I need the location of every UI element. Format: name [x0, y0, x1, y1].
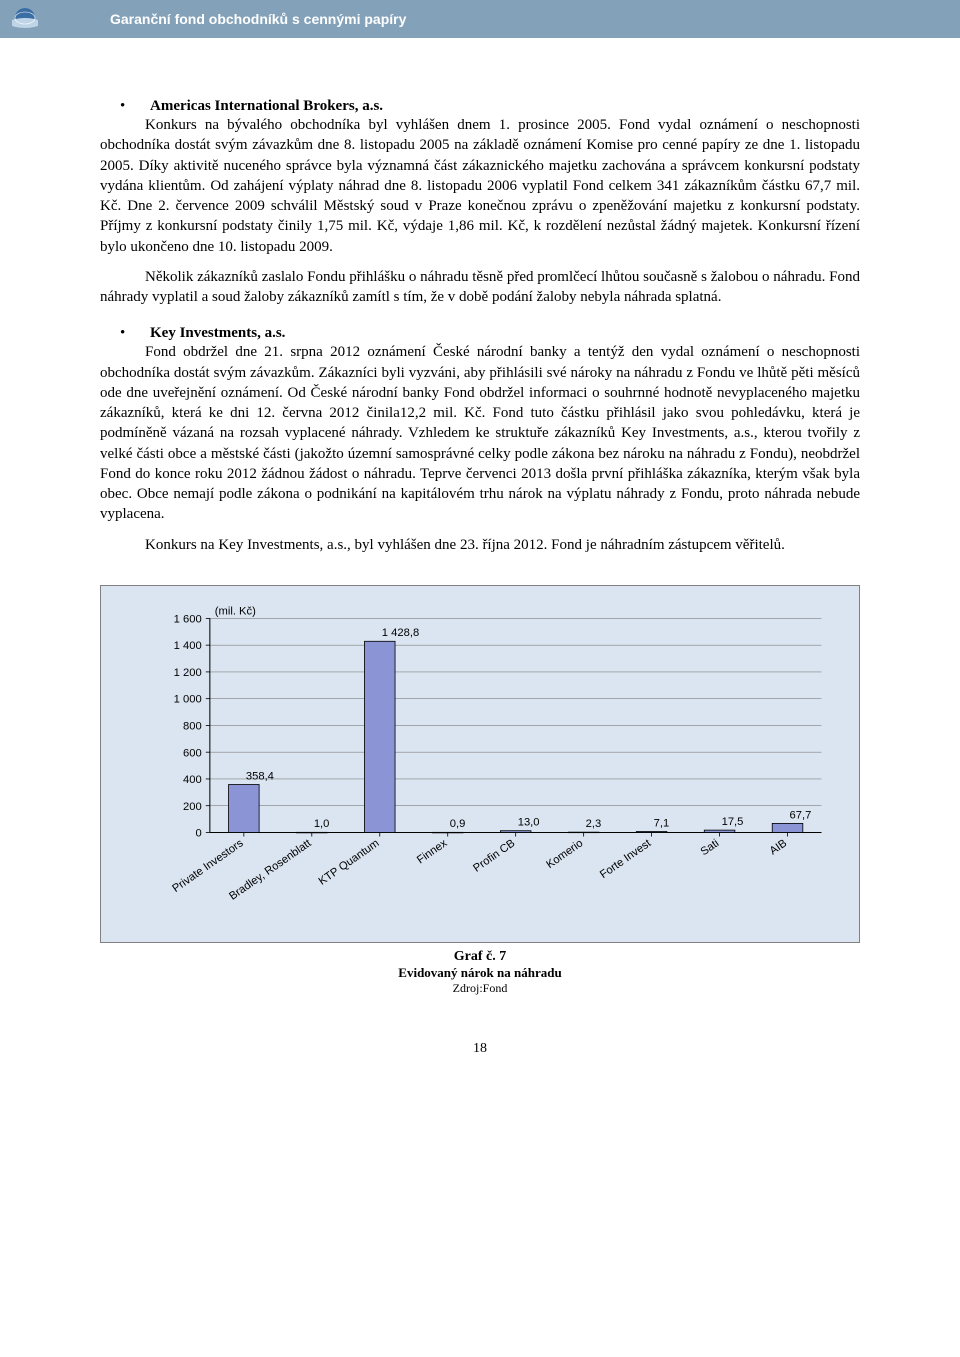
svg-text:AIB: AIB — [768, 837, 790, 857]
svg-text:0: 0 — [195, 827, 201, 839]
svg-text:800: 800 — [183, 720, 202, 732]
paragraph: Fond obdržel dne 21. srpna 2012 oznámení… — [100, 342, 860, 524]
svg-text:Forte Invest: Forte Invest — [598, 837, 654, 881]
section-heading-americas: • Americas International Brokers, a.s. — [100, 98, 860, 115]
svg-text:13,0: 13,0 — [518, 816, 540, 828]
svg-text:2,3: 2,3 — [586, 818, 602, 830]
paragraph: Konkurs na bývalého obchodníka byl vyhlá… — [100, 115, 860, 257]
chart-caption: Graf č. 7 Evidovaný nárok na náhradu Zdr… — [100, 949, 860, 996]
logo-icon — [10, 6, 40, 36]
paragraph: Několik zákazníků zaslalo Fondu přihlášk… — [100, 267, 860, 308]
page-number: 18 — [100, 1041, 860, 1057]
bar-chart-container: (mil. Kč) 0 200 400 600 800 1 000 1 200 1 400 1 6… — [100, 585, 860, 943]
svg-text:Private Investors: Private Investors — [170, 837, 246, 895]
svg-text:1 428,8: 1 428,8 — [382, 627, 419, 639]
svg-text:358,4: 358,4 — [246, 770, 274, 782]
svg-text:1 200: 1 200 — [174, 667, 202, 679]
bar-chart: (mil. Kč) 0 200 400 600 800 1 000 1 200 1 400 1 6… — [113, 598, 847, 934]
bullet-icon: • — [100, 98, 150, 115]
caption-number: Graf č. 7 — [100, 949, 860, 965]
svg-text:400: 400 — [183, 774, 202, 786]
svg-text:1 600: 1 600 — [174, 613, 202, 625]
section-heading-key: • Key Investments, a.s. — [100, 325, 860, 342]
page-header: Garanční fond obchodníků s cennými papír… — [0, 0, 960, 38]
svg-text:Profin CB: Profin CB — [471, 837, 517, 874]
svg-text:17,5: 17,5 — [722, 816, 744, 828]
page-content: • Americas International Brokers, a.s. K… — [0, 38, 960, 1087]
svg-text:1 000: 1 000 — [174, 693, 202, 705]
caption-title: Evidovaný nárok na náhradu — [100, 965, 860, 981]
svg-text:600: 600 — [183, 747, 202, 759]
section-title: Americas International Brokers, a.s. — [150, 98, 383, 115]
svg-text:200: 200 — [183, 801, 202, 813]
header-title: Garanční fond obchodníků s cennými papír… — [50, 11, 406, 27]
svg-text:1 400: 1 400 — [174, 640, 202, 652]
svg-text:Sati: Sati — [699, 837, 722, 858]
paragraph: Konkurs na Key Investments, a.s., byl vy… — [100, 535, 860, 555]
svg-text:0,9: 0,9 — [450, 818, 466, 830]
svg-text:Komerio: Komerio — [544, 837, 585, 871]
svg-text:KTP Quantum: KTP Quantum — [317, 837, 382, 887]
svg-text:(mil. Kč): (mil. Kč) — [215, 605, 256, 617]
section-title: Key Investments, a.s. — [150, 325, 285, 342]
svg-text:67,7: 67,7 — [790, 809, 812, 821]
svg-text:Finnex: Finnex — [415, 837, 450, 866]
bullet-icon: • — [100, 325, 150, 342]
svg-text:7,1: 7,1 — [654, 817, 670, 829]
svg-text:1,0: 1,0 — [314, 818, 330, 830]
caption-source: Zdroj:Fond — [100, 981, 860, 996]
